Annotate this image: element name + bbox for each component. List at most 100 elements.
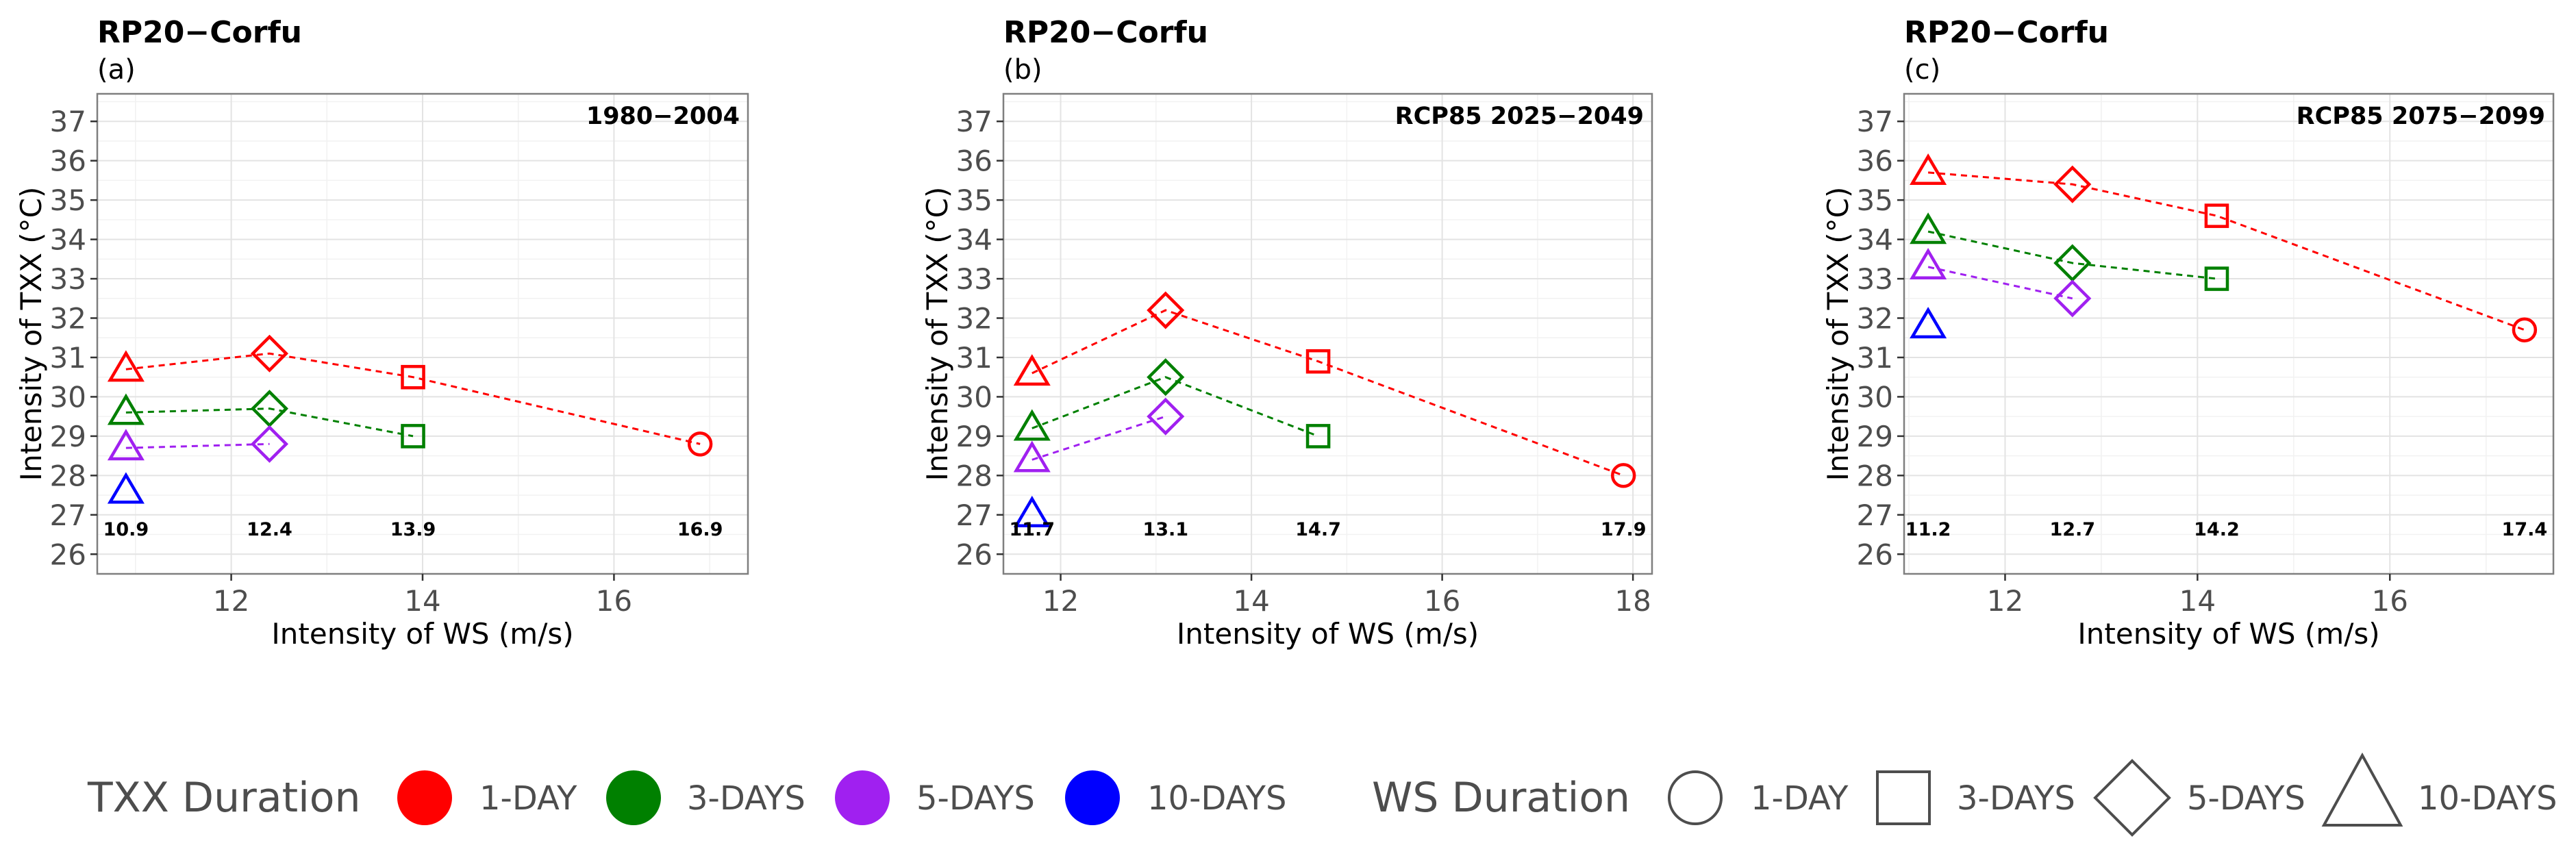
x-tick-label: 16 xyxy=(1424,584,1460,618)
data-point-1-day-diamond xyxy=(1147,291,1185,329)
legend-ws-diamond-icon xyxy=(2093,759,2171,837)
data-point-5-days-triangle xyxy=(1013,440,1051,473)
y-tick-label: 37 xyxy=(50,105,86,138)
data-point-3-days-triangle xyxy=(107,393,145,425)
y-tick-label: 30 xyxy=(50,380,86,414)
panel-subtitle: (a) xyxy=(97,54,136,86)
ws-value-label: 16.9 xyxy=(677,519,723,540)
plot-border xyxy=(1903,92,2555,575)
legend-txx-label: 10-DAYS xyxy=(1147,779,1286,818)
series-line-3-days xyxy=(125,407,414,438)
data-point-1-day-triangle xyxy=(1013,354,1051,386)
x-tick-label: 14 xyxy=(1233,584,1269,618)
y-tick-label: 27 xyxy=(50,499,86,532)
y-axis-label: Intensity of TXX (°C) xyxy=(1821,187,1855,481)
ws-value-label: 11.2 xyxy=(1905,519,1951,540)
x-tick-label: 14 xyxy=(2179,584,2216,618)
period-label: 1980−2004 xyxy=(586,103,740,130)
plot-area xyxy=(1003,94,1652,574)
data-point-10-days-triangle xyxy=(107,472,145,504)
x-tick-label: 18 xyxy=(1614,584,1651,618)
y-tick-label: 30 xyxy=(1857,380,1893,414)
data-point-5-days-diamond xyxy=(2053,279,2092,318)
series-line-1-day xyxy=(1031,309,1624,477)
data-point-1-day-circle xyxy=(2512,317,2538,342)
y-axis-label: Intensity of TXX (°C) xyxy=(921,187,954,481)
ws-value-label: 11.7 xyxy=(1009,519,1055,540)
y-tick-label: 27 xyxy=(956,499,992,532)
panel-2: RP20−Corfu (b) 11.7 13.1 14.7 17.9 RCP85 2025−… xyxy=(921,15,1653,651)
panel-3: RP20−Corfu (c) 11.2 12.7 14.2 17.4 RCP85 2075−… xyxy=(1821,15,2555,651)
y-tick-label: 34 xyxy=(50,223,86,257)
legend-txx-swatch-10-days xyxy=(1065,770,1120,825)
y-tick-label: 26 xyxy=(956,538,992,571)
legend-txx-label: 5-DAYS xyxy=(916,779,1035,818)
y-tick-label: 28 xyxy=(956,459,992,492)
x-axis-label: Intensity of WS (m/s) xyxy=(1177,617,1479,651)
y-tick-label: 33 xyxy=(1857,262,1893,296)
panel-subtitle: (b) xyxy=(1003,54,1042,86)
y-tick-label: 34 xyxy=(1857,223,1893,257)
x-tick-label: 12 xyxy=(1042,584,1079,618)
data-point-1-day-triangle xyxy=(1910,153,1947,186)
x-axis-label: Intensity of WS (m/s) xyxy=(2077,617,2379,651)
y-tick-label: 30 xyxy=(956,380,992,414)
data-point-3-days-triangle xyxy=(1013,409,1051,441)
legend-ws-label: 10-DAYS xyxy=(2418,779,2557,818)
ws-value-label: 14.7 xyxy=(1295,519,1341,540)
data-point-10-days-triangle xyxy=(1910,307,1947,339)
legend-ws-label: 5-DAYS xyxy=(2187,779,2305,818)
data-point-1-day-circle xyxy=(1611,463,1636,488)
ws-value-label: 17.4 xyxy=(2502,519,2548,540)
x-tick-label: 14 xyxy=(404,584,440,618)
y-tick-label: 28 xyxy=(50,459,86,492)
legend-txx-swatch-1-day xyxy=(397,770,452,825)
legend-ws-triangle-icon xyxy=(2321,752,2403,827)
y-tick-label: 31 xyxy=(956,341,992,375)
y-tick-label: 37 xyxy=(956,105,992,138)
y-tick-label: 29 xyxy=(956,420,992,453)
data-point-3-days-square xyxy=(401,424,425,449)
x-tick-label: 16 xyxy=(596,584,632,618)
y-tick-label: 32 xyxy=(956,302,992,336)
y-tick-label: 27 xyxy=(1857,499,1893,532)
ws-value-label: 13.1 xyxy=(1142,519,1188,540)
data-point-3-days-diamond xyxy=(1147,358,1185,396)
y-axis-label: Intensity of TXX (°C) xyxy=(14,187,48,481)
data-point-1-day-triangle xyxy=(107,350,145,382)
data-point-5-days-triangle xyxy=(107,429,145,461)
series-line-3-days xyxy=(1031,376,1319,438)
data-point-1-day-diamond xyxy=(2053,165,2092,203)
data-point-5-days-triangle xyxy=(1910,247,1947,279)
y-tick-label: 33 xyxy=(50,262,86,296)
legend-txx-swatch-3-days xyxy=(606,770,661,825)
legend-ws-circle-icon xyxy=(1668,770,1723,825)
y-tick-label: 34 xyxy=(956,223,992,257)
y-tick-label: 36 xyxy=(50,144,86,178)
y-tick-label: 35 xyxy=(1857,184,1893,217)
plot-area xyxy=(1904,94,2553,574)
data-point-3-days-square xyxy=(2204,266,2229,291)
y-tick-label: 31 xyxy=(50,341,86,375)
y-tick-label: 33 xyxy=(956,262,992,296)
legend-txx-label: 3-DAYS xyxy=(687,779,805,818)
ws-value-label: 13.9 xyxy=(390,519,436,540)
series-line-5-days xyxy=(1031,415,1166,461)
y-tick-label: 35 xyxy=(50,184,86,217)
data-point-3-days-triangle xyxy=(1910,212,1947,244)
data-point-1-day-square xyxy=(1305,349,1331,374)
ws-value-label: 12.7 xyxy=(2049,519,2095,540)
data-point-1-day-square xyxy=(401,364,425,390)
ws-value-label: 10.9 xyxy=(103,519,149,540)
series-line-3-days xyxy=(1927,230,2217,280)
y-tick-label: 32 xyxy=(50,302,86,336)
legend-ws-label: 3-DAYS xyxy=(1957,779,2075,818)
x-tick-label: 12 xyxy=(1987,584,2023,618)
legend: TXX Duration 1-DAY 3-DAYS 5-DAYS 10-DAYS WS D… xyxy=(87,752,2557,837)
ws-value-label: 12.4 xyxy=(247,519,292,540)
ws-value-label: 17.9 xyxy=(1601,519,1647,540)
y-tick-label: 32 xyxy=(1857,302,1893,336)
y-tick-label: 29 xyxy=(50,420,86,453)
panel-title: RP20−Corfu xyxy=(1003,15,1208,50)
data-point-3-days-square xyxy=(1305,424,1331,449)
